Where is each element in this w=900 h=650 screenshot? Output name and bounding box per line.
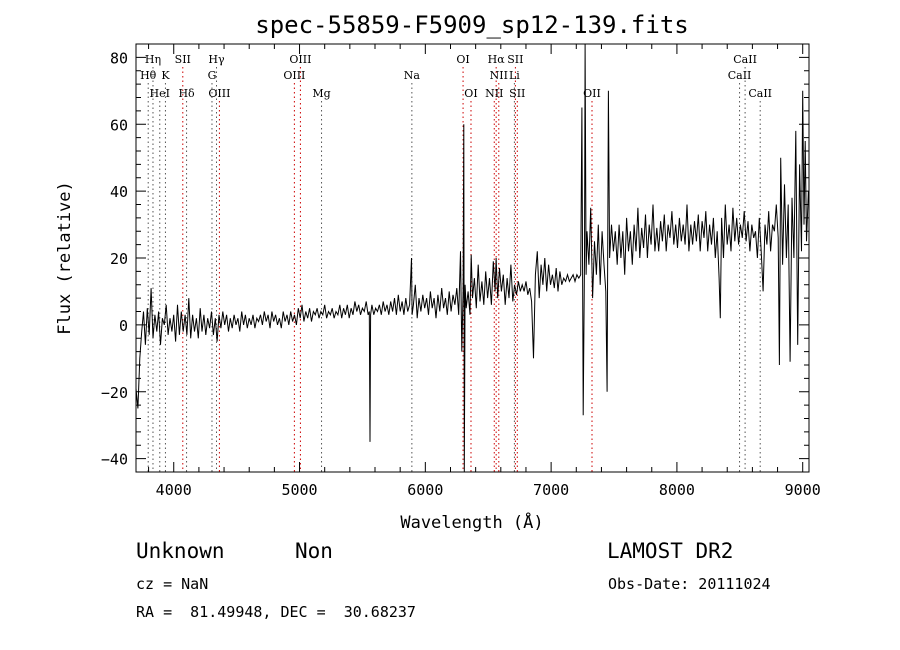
redshift-cz: cz = NaN	[136, 575, 209, 593]
x-tick-label: 5000	[281, 481, 317, 499]
y-tick-label: 60	[110, 116, 128, 134]
marker-label: SII	[175, 53, 191, 66]
marker-label: CaII	[728, 69, 752, 82]
y-tick-label: 20	[110, 250, 128, 268]
marker-label: K	[161, 69, 170, 82]
x-tick-label: 6000	[407, 481, 443, 499]
survey-name: LAMOST DR2	[607, 539, 734, 563]
y-tick-label: −20	[101, 384, 128, 402]
spectrum-line	[135, 43, 809, 473]
marker-label: Hγ	[208, 53, 225, 66]
coordinates: RA = 81.49948, DEC = 30.68237	[136, 603, 416, 621]
marker-label: OIII	[289, 53, 311, 66]
marker-label: Hα	[488, 53, 506, 66]
y-tick-label: 80	[110, 49, 128, 67]
marker-label: SII	[509, 87, 525, 100]
y-tick-label: −40	[101, 451, 128, 469]
marker-label: SII	[507, 53, 523, 66]
x-axis-label: Wavelength (Å)	[400, 511, 543, 533]
marker-label: Hδ	[178, 87, 195, 100]
chart-title: spec-55859-F5909_sp12-139.fits	[255, 11, 688, 39]
marker-label: CaII	[748, 87, 772, 100]
y-axis: −40 −20 0 20 40 60 80	[101, 49, 809, 469]
marker-label: OI	[464, 87, 477, 100]
marker-label: Na	[404, 69, 421, 82]
x-tick-label: 9000	[785, 481, 821, 499]
object-class: Unknown	[136, 539, 225, 563]
x-tick-label: 8000	[659, 481, 695, 499]
marker-label: Hη	[145, 53, 161, 66]
x-tick-label: 7000	[533, 481, 569, 499]
marker-label: G	[208, 69, 217, 82]
marker-label: OII	[583, 87, 601, 100]
marker-label: OI	[456, 53, 469, 66]
marker-label: NII	[490, 69, 508, 82]
marker-label: NII	[485, 87, 503, 100]
x-tick-label: 4000	[156, 481, 192, 499]
obs-date: Obs-Date: 20111024	[608, 575, 771, 593]
object-subclass: Non	[295, 539, 333, 563]
marker-label: Li	[509, 69, 520, 82]
marker-label: Hθ	[140, 69, 157, 82]
x-axis: 4000 5000 6000 7000 8000 9000	[148, 44, 821, 499]
marker-label: Mg	[312, 87, 330, 100]
plot-frame	[135, 43, 810, 473]
marker-label: OIII	[283, 69, 305, 82]
y-tick-label: 40	[110, 183, 128, 201]
marker-label: HeI	[150, 87, 170, 100]
y-axis-label: Flux (relative)	[55, 181, 75, 335]
y-tick-label: 0	[119, 317, 128, 335]
marker-label: OIII	[208, 87, 230, 100]
marker-label: CaII	[733, 53, 757, 66]
